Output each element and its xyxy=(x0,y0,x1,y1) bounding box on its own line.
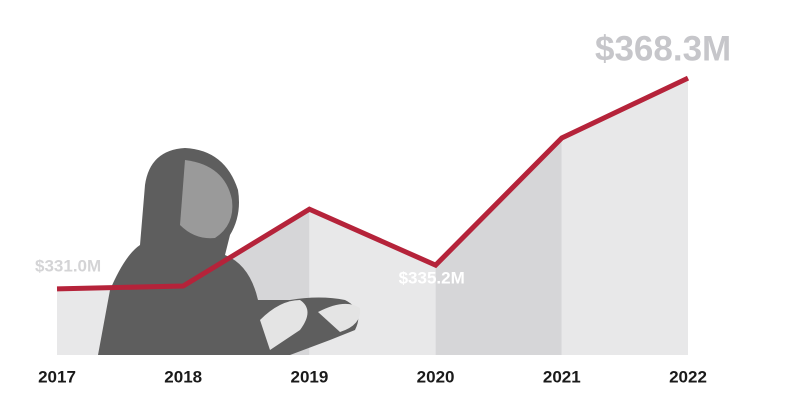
x-tick-label: 2021 xyxy=(543,367,581,386)
x-tick-label: 2018 xyxy=(164,367,202,386)
foreground-layer: 2017 2018 2019 2020 2021 2022 $331.0M $335.2M $3… xyxy=(35,29,731,386)
area-segment xyxy=(435,137,562,355)
x-tick-label: 2020 xyxy=(417,367,455,386)
value-label: $368.3M xyxy=(595,29,731,68)
glove xyxy=(260,300,308,350)
x-tick-label: 2017 xyxy=(38,367,76,386)
x-tick-label: 2019 xyxy=(290,367,328,386)
area-segment xyxy=(561,78,688,355)
glove xyxy=(318,303,361,332)
line xyxy=(56,75,690,292)
value-label: $335.2M xyxy=(399,269,465,288)
value-label: $331.0M xyxy=(35,256,101,275)
photo xyxy=(98,148,361,355)
face xyxy=(180,160,233,239)
x-tick-label: 2022 xyxy=(669,367,707,386)
